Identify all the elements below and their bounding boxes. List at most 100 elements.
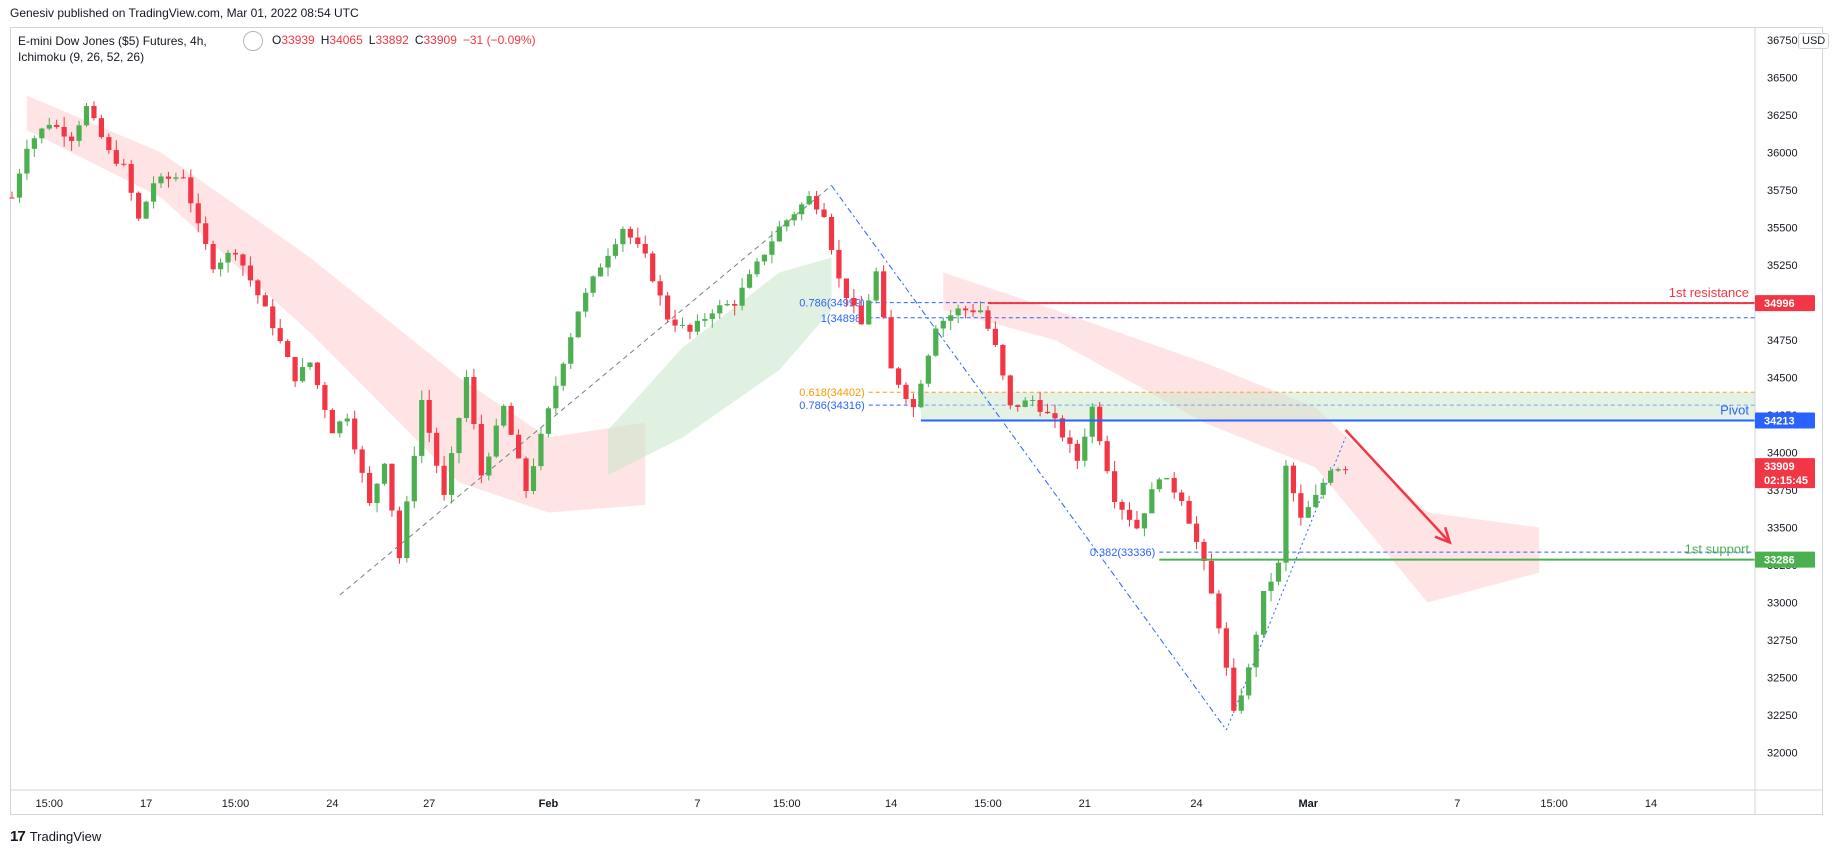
candle-body <box>1328 470 1334 483</box>
candle-body <box>903 384 909 399</box>
candle-body <box>828 216 835 250</box>
time-tick-label: 15:00 <box>35 798 63 810</box>
candle-body <box>106 137 112 151</box>
candle-body <box>821 209 827 217</box>
candle-body <box>895 368 902 385</box>
candle-body <box>545 408 551 434</box>
candle-body <box>933 328 939 356</box>
candle-body <box>247 265 253 281</box>
price-tick-label: 34000 <box>1767 448 1798 460</box>
candle-body <box>128 164 134 193</box>
candle-body <box>732 304 738 306</box>
candle-body <box>873 271 879 301</box>
candle-body <box>9 197 15 199</box>
time-tick-label: 7 <box>694 798 700 810</box>
candle-body <box>419 400 425 456</box>
candle-body <box>881 271 887 318</box>
candle-body <box>1246 667 1252 696</box>
indicator-title[interactable]: Ichimoku (9, 26, 52, 26) <box>18 50 145 64</box>
candle-body <box>620 228 626 245</box>
candle-body <box>814 196 820 210</box>
candle-body <box>374 483 380 504</box>
candle-body <box>851 297 857 306</box>
candle-body <box>1126 509 1133 520</box>
candle-body <box>136 192 142 219</box>
candle-body <box>389 463 395 511</box>
open-value: 33939 <box>281 33 315 47</box>
candle-body <box>270 306 276 329</box>
time-tick-label: 15:00 <box>222 798 250 810</box>
candle-body <box>463 377 470 419</box>
change-value: −31 (−0.09%) <box>462 33 536 47</box>
candle-body <box>299 367 306 382</box>
candle-body <box>940 320 946 329</box>
price-tick-label: 32750 <box>1767 635 1798 647</box>
fib-retracement: 0.786(34999) 1(34898) 0.618(34402)0.786(34… <box>799 298 1755 559</box>
candle-body <box>955 308 961 316</box>
time-tick-label: 7 <box>1454 798 1460 810</box>
price-tags: 34996 34213 33909 02:15:45 33286 <box>1755 295 1815 568</box>
candle-body <box>210 244 216 270</box>
candle-body <box>702 318 708 321</box>
price-tick-label: 33500 <box>1767 523 1798 535</box>
candle-body <box>173 177 179 179</box>
candle-body <box>1000 344 1006 376</box>
time-tick-label: 15:00 <box>974 798 1002 810</box>
candle-body <box>791 214 797 221</box>
price-tick-label: 35750 <box>1767 185 1798 197</box>
time-tick-label: 21 <box>1079 798 1091 810</box>
series-visibility-toggle[interactable] <box>243 31 263 51</box>
candle-body <box>1156 479 1162 490</box>
candle-body <box>843 278 849 298</box>
candle-body <box>1208 560 1215 594</box>
candle-body <box>1030 400 1036 402</box>
candle-body <box>590 276 596 293</box>
candle-body <box>381 463 388 484</box>
currency-button[interactable]: USD <box>1798 33 1830 49</box>
candle-body <box>98 118 104 138</box>
candle-body <box>31 138 37 149</box>
candle-body <box>746 274 753 288</box>
candle-body <box>1112 471 1118 502</box>
ohlc-readout: O33939 H34065 L33892 C33909 −31 (−0.09%) <box>272 33 536 47</box>
candle-body <box>501 405 507 426</box>
candle-body <box>1320 482 1326 495</box>
price-tag <box>1755 295 1815 312</box>
candle-body <box>799 204 805 215</box>
candle-body <box>970 310 976 313</box>
candle-body <box>292 357 298 382</box>
level-label: 1st resistance <box>1669 285 1749 300</box>
price-tag-label: 33286 <box>1764 555 1795 567</box>
price-tag <box>1755 551 1815 568</box>
candle-body <box>1067 437 1073 444</box>
candle-body <box>1089 406 1095 437</box>
level-lines: 1st resistance Pivot 1st support <box>920 285 1755 561</box>
candle-body <box>888 317 894 369</box>
candle-body <box>568 337 574 364</box>
candle-body <box>717 305 723 314</box>
low-value: 33892 <box>375 33 409 47</box>
time-tick-label: Feb <box>539 798 559 810</box>
candle-body <box>612 244 619 256</box>
candle-body <box>1275 562 1282 582</box>
candle-body <box>650 253 656 282</box>
footer-brand[interactable]: 17 TradingView <box>10 828 101 845</box>
candle-body <box>1179 492 1185 501</box>
fib-level-label: 0.382(33336) <box>1090 547 1155 559</box>
candle-body <box>121 163 127 165</box>
tradingview-logo-icon: 17 <box>10 828 26 845</box>
projection-arrow <box>1344 429 1452 545</box>
time-tick-label: 15:00 <box>773 798 801 810</box>
candle-body <box>396 510 402 559</box>
candle-body <box>1097 406 1103 442</box>
candle-body <box>188 177 194 204</box>
candle-body <box>1313 494 1319 508</box>
candle-body <box>627 228 633 238</box>
price-tag <box>1755 458 1815 489</box>
candle-body <box>404 501 410 559</box>
candle-body <box>739 287 745 306</box>
candle-body <box>16 173 23 198</box>
candle-body <box>24 148 30 174</box>
candle-body <box>143 201 149 219</box>
